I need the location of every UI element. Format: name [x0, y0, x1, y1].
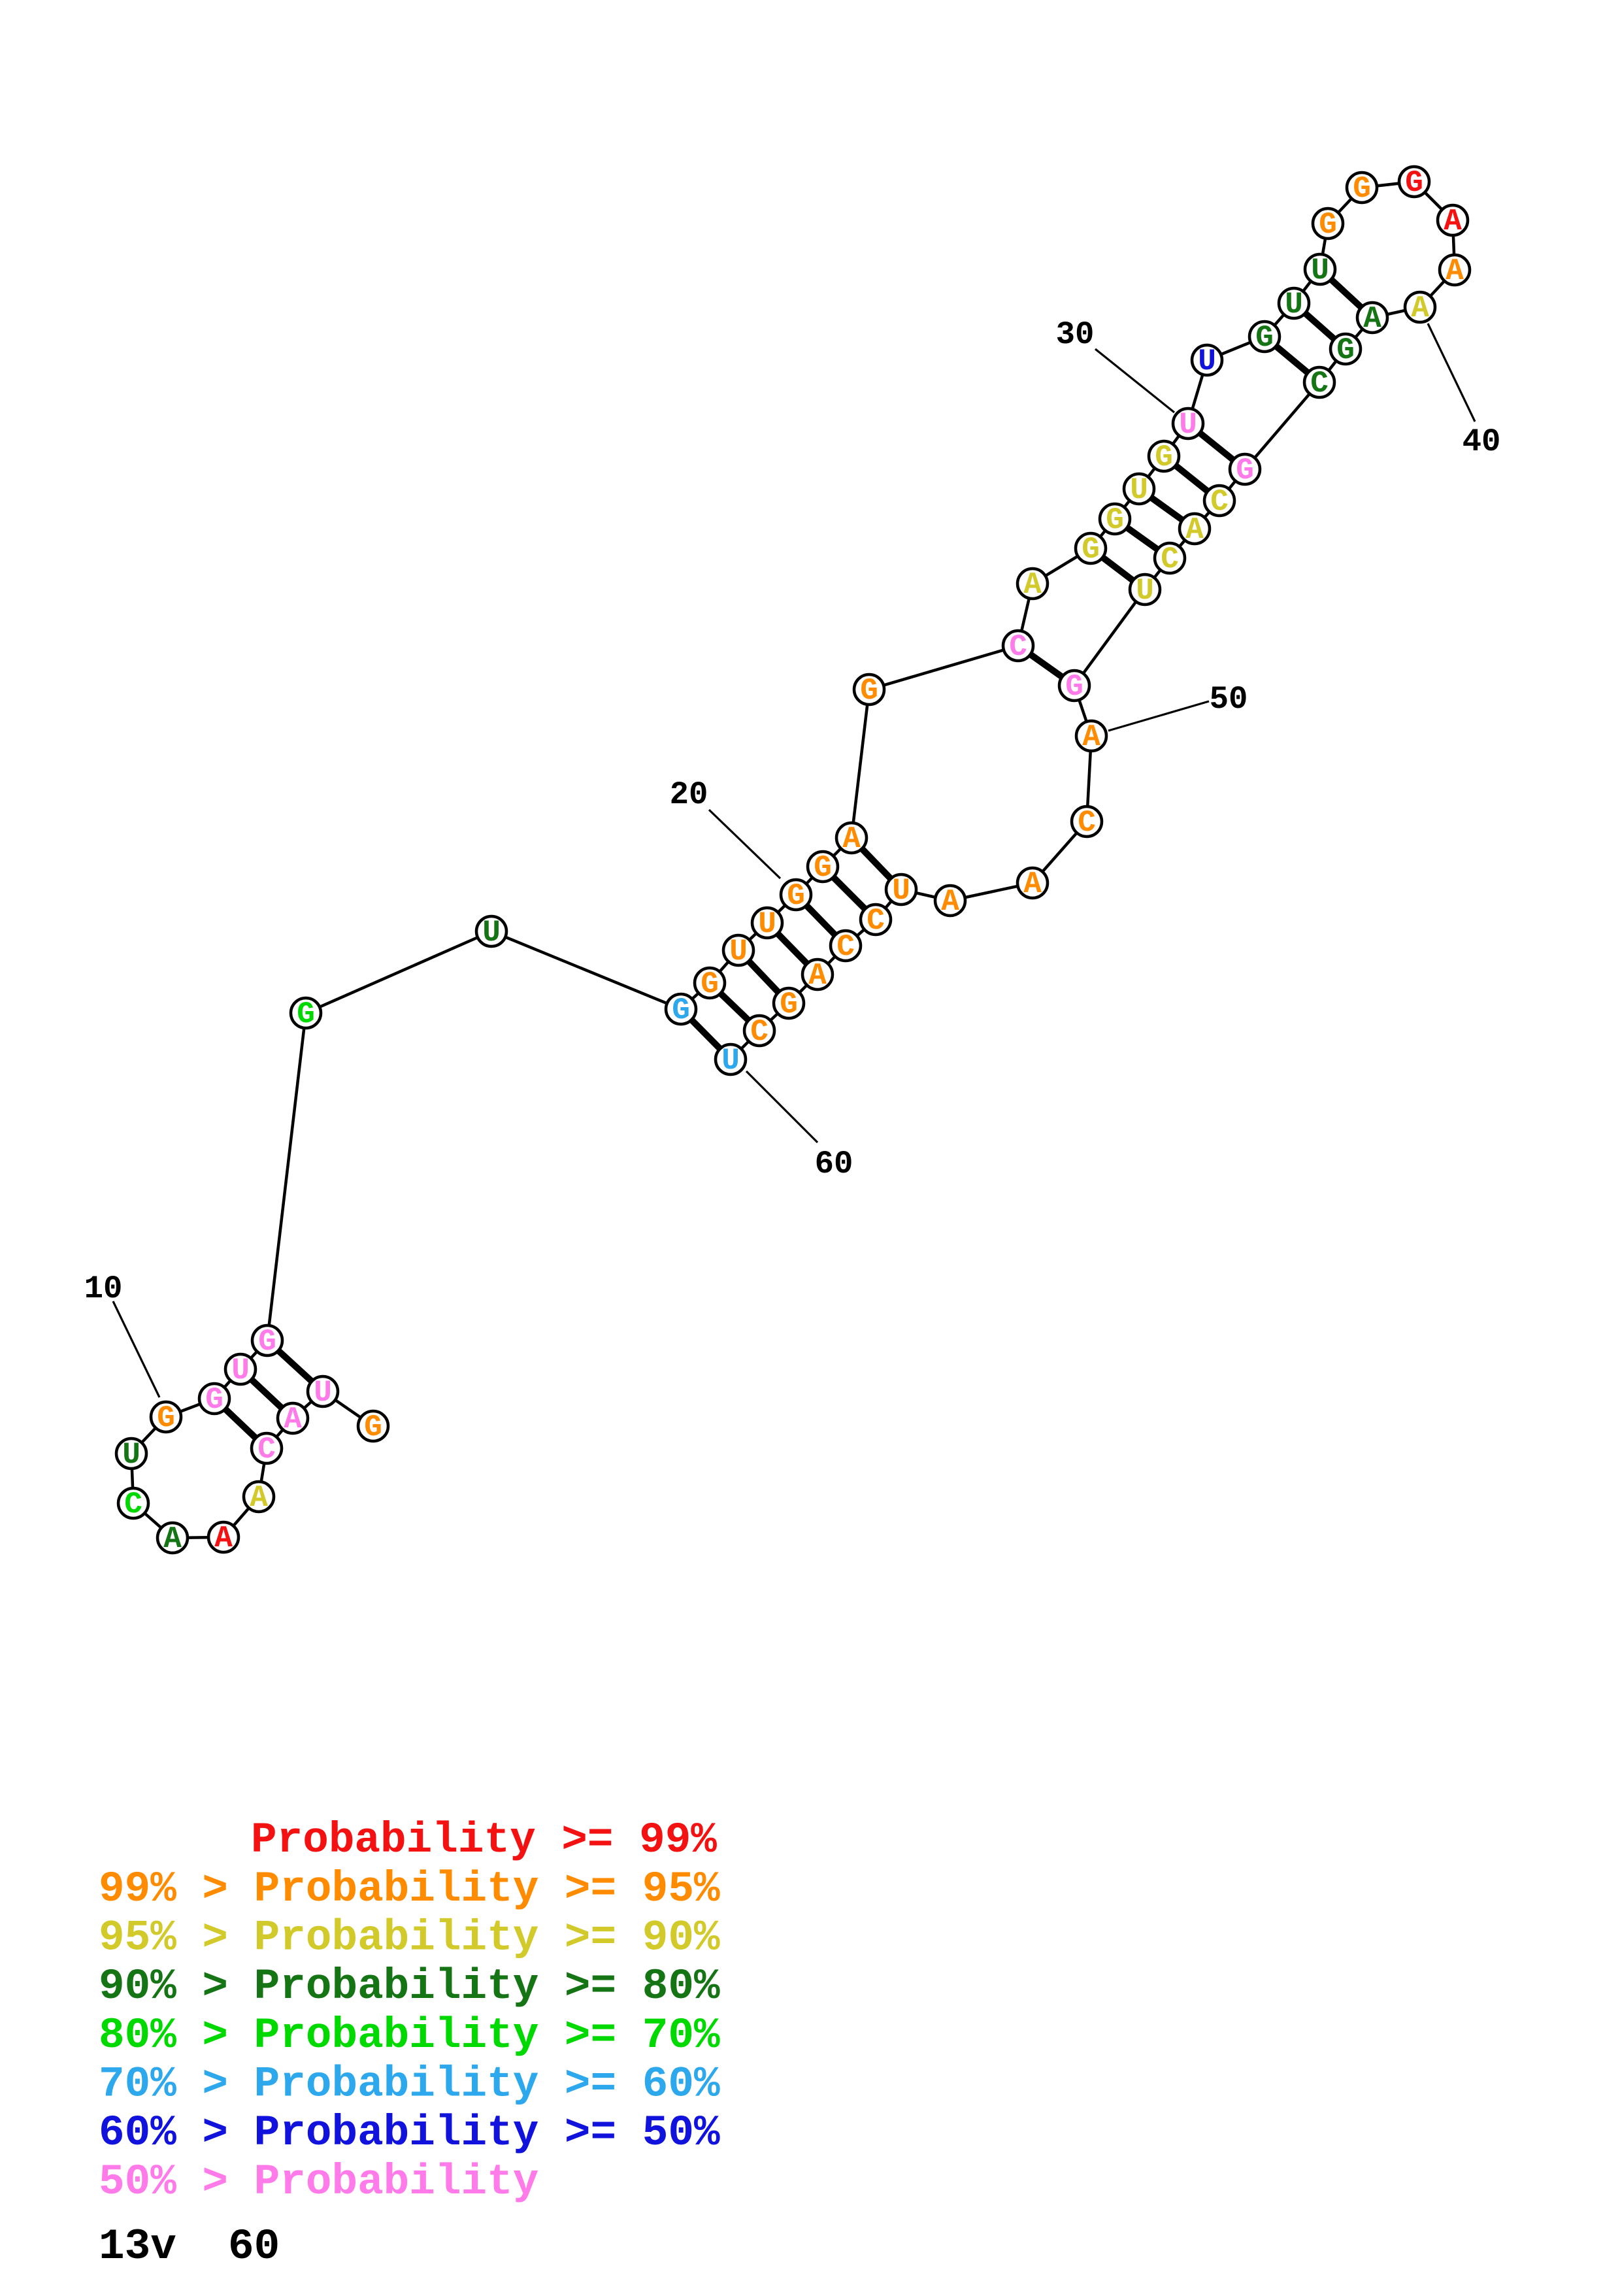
svg-text:G: G	[1082, 533, 1100, 567]
svg-text:90% > Probability >= 80%: 90% > Probability >= 80%	[99, 1962, 720, 2011]
svg-text:G: G	[1255, 321, 1274, 355]
svg-text:A: A	[941, 885, 959, 919]
svg-text:U: U	[482, 916, 501, 950]
svg-text:A: A	[250, 1481, 268, 1515]
svg-text:A: A	[1444, 205, 1462, 239]
svg-text:A: A	[163, 1522, 182, 1556]
svg-text:A: A	[284, 1403, 302, 1437]
svg-text:G: G	[205, 1383, 223, 1417]
svg-text:G: G	[157, 1401, 175, 1435]
svg-text:50: 50	[1210, 681, 1248, 718]
svg-text:10: 10	[84, 1271, 123, 1307]
svg-text:A: A	[1411, 291, 1429, 325]
svg-text:G: G	[364, 1410, 382, 1444]
svg-text:U: U	[729, 935, 748, 969]
svg-text:G: G	[780, 988, 798, 1022]
svg-text:C: C	[257, 1433, 276, 1467]
svg-text:C: C	[867, 904, 885, 938]
svg-text:A: A	[214, 1522, 233, 1556]
svg-text:Probability >= 99%: Probability >= 99%	[251, 1816, 717, 1865]
svg-text:U: U	[1198, 344, 1216, 378]
svg-text:G: G	[1353, 172, 1371, 206]
svg-text:A: A	[1023, 867, 1042, 901]
svg-text:80% > Probability >= 70%: 80% > Probability >= 70%	[99, 2011, 720, 2060]
svg-text:A: A	[1363, 302, 1381, 336]
svg-text:A: A	[1446, 254, 1464, 288]
svg-text:C: C	[1078, 806, 1096, 840]
svg-text:C: C	[836, 930, 855, 964]
svg-text:G: G	[1065, 670, 1083, 704]
svg-text:G: G	[1336, 333, 1355, 367]
svg-text:G: G	[814, 851, 832, 885]
svg-text:G: G	[297, 997, 315, 1031]
svg-text:C: C	[124, 1488, 142, 1522]
svg-text:95% > Probability >= 90%: 95% > Probability >= 90%	[99, 1914, 720, 1963]
svg-text:C: C	[1310, 367, 1329, 401]
svg-text:U: U	[1179, 408, 1197, 442]
svg-text:13v 60: 13v 60	[99, 2222, 280, 2271]
svg-text:60% > Probability >= 50%: 60% > Probability >= 50%	[99, 2108, 720, 2157]
svg-text:30: 30	[1056, 316, 1095, 353]
svg-text:G: G	[258, 1325, 276, 1359]
svg-text:G: G	[1106, 503, 1124, 537]
svg-text:U: U	[1136, 574, 1154, 608]
svg-text:20: 20	[670, 776, 708, 813]
svg-text:U: U	[314, 1376, 332, 1410]
svg-text:G: G	[1155, 441, 1173, 474]
svg-text:G: G	[672, 993, 690, 1027]
svg-text:60: 60	[815, 1146, 853, 1182]
svg-text:40: 40	[1463, 424, 1501, 460]
svg-text:G: G	[1236, 454, 1254, 488]
svg-text:U: U	[1311, 254, 1329, 288]
svg-text:A: A	[808, 959, 827, 993]
svg-text:G: G	[701, 967, 719, 1001]
svg-text:G: G	[787, 879, 805, 913]
svg-text:U: U	[231, 1354, 250, 1388]
svg-text:A: A	[1185, 513, 1204, 547]
svg-text:G: G	[1405, 166, 1423, 200]
svg-text:U: U	[122, 1438, 141, 1472]
svg-text:C: C	[1009, 630, 1027, 664]
svg-text:A: A	[1082, 720, 1100, 754]
svg-text:99% > Probability >= 95%: 99% > Probability >= 95%	[99, 1865, 720, 1914]
svg-text:U: U	[721, 1044, 740, 1078]
svg-text:A: A	[842, 822, 861, 856]
svg-text:U: U	[1130, 473, 1148, 507]
svg-text:50% > Probability: 50% > Probability	[99, 2157, 538, 2206]
svg-text:G: G	[1319, 208, 1337, 242]
svg-text:C: C	[1161, 542, 1179, 576]
svg-text:U: U	[758, 907, 776, 941]
svg-text:U: U	[892, 874, 910, 908]
svg-text:C: C	[750, 1015, 769, 1049]
svg-text:70% > Probability >= 60%: 70% > Probability >= 60%	[99, 2060, 720, 2109]
svg-text:C: C	[1210, 485, 1229, 519]
svg-text:A: A	[1023, 568, 1042, 602]
svg-text:U: U	[1285, 288, 1303, 322]
svg-text:G: G	[860, 674, 878, 708]
